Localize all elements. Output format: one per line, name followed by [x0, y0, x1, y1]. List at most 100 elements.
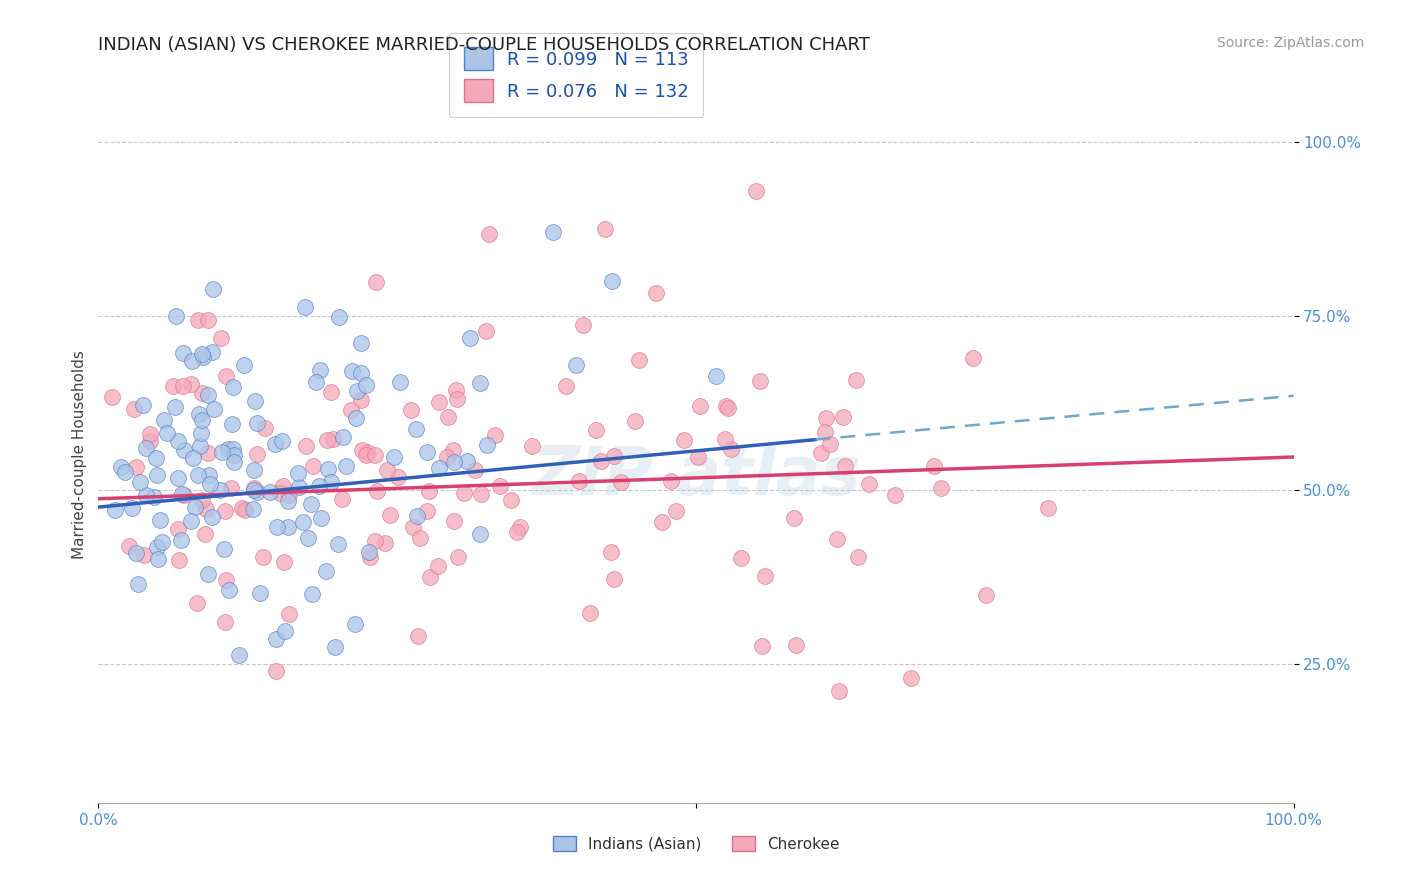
Point — [132, 548, 155, 562]
Point — [165, 309, 187, 323]
Point — [453, 485, 475, 500]
Point — [962, 351, 984, 365]
Point — [263, 437, 285, 451]
Point — [437, 410, 460, 425]
Point — [191, 493, 214, 508]
Point — [180, 514, 202, 528]
Point — [269, 486, 291, 500]
Point — [145, 467, 167, 482]
Point — [101, 390, 124, 404]
Point — [121, 501, 143, 516]
Point — [277, 488, 299, 502]
Point — [149, 513, 172, 527]
Point — [243, 483, 266, 497]
Point — [145, 451, 167, 466]
Point — [222, 455, 245, 469]
Point — [810, 446, 832, 460]
Point — [468, 376, 491, 391]
Point — [162, 378, 184, 392]
Point — [506, 525, 529, 540]
Point — [405, 422, 427, 436]
Point — [717, 401, 740, 415]
Point — [387, 470, 409, 484]
Point — [460, 331, 482, 345]
Point — [644, 285, 666, 300]
Point — [484, 428, 506, 442]
Point — [201, 282, 224, 296]
Point — [118, 539, 141, 553]
Point — [585, 423, 607, 437]
Point — [832, 410, 855, 425]
Point — [714, 399, 737, 413]
Point — [900, 671, 922, 685]
Legend: Indians (Asian), Cherokee: Indians (Asian), Cherokee — [547, 830, 845, 858]
Point — [231, 500, 253, 515]
Point — [202, 401, 225, 416]
Point — [278, 607, 301, 621]
Point — [600, 545, 623, 559]
Point — [242, 502, 264, 516]
Point — [316, 433, 339, 447]
Point — [191, 347, 214, 361]
Point — [219, 481, 242, 495]
Point — [294, 300, 316, 314]
Point — [603, 449, 626, 463]
Point — [233, 359, 256, 373]
Point — [156, 426, 179, 441]
Point — [172, 486, 194, 500]
Point — [388, 375, 411, 389]
Point — [193, 350, 215, 364]
Point — [443, 514, 465, 528]
Point — [125, 546, 148, 560]
Point — [651, 516, 673, 530]
Point — [224, 448, 246, 462]
Point — [190, 413, 212, 427]
Point — [211, 445, 233, 459]
Point — [541, 225, 564, 239]
Point — [782, 511, 804, 525]
Point — [406, 629, 429, 643]
Point — [564, 358, 586, 372]
Point — [589, 454, 612, 468]
Point — [555, 379, 578, 393]
Point — [167, 470, 190, 484]
Point — [751, 640, 773, 654]
Point — [477, 227, 499, 242]
Point — [354, 377, 377, 392]
Point — [302, 458, 325, 473]
Point — [183, 500, 205, 514]
Point — [197, 312, 219, 326]
Point — [477, 438, 499, 452]
Point — [228, 648, 250, 662]
Point — [198, 476, 221, 491]
Point — [122, 402, 145, 417]
Point — [884, 488, 907, 502]
Point — [197, 566, 219, 581]
Point — [665, 504, 688, 518]
Point — [344, 617, 367, 632]
Point — [172, 346, 194, 360]
Point — [350, 392, 373, 407]
Point — [686, 450, 709, 464]
Point — [173, 443, 195, 458]
Point — [195, 502, 218, 516]
Point — [308, 479, 330, 493]
Point — [139, 427, 162, 442]
Point — [301, 587, 323, 601]
Point — [714, 432, 737, 446]
Point — [382, 450, 405, 464]
Point — [446, 392, 468, 407]
Point — [259, 484, 281, 499]
Point — [318, 462, 340, 476]
Point — [287, 466, 309, 480]
Point — [443, 455, 465, 469]
Point — [167, 434, 190, 449]
Point — [818, 437, 841, 451]
Point — [464, 463, 486, 477]
Point — [246, 485, 269, 500]
Point — [233, 502, 256, 516]
Point — [401, 520, 423, 534]
Point — [277, 494, 299, 508]
Point — [340, 402, 363, 417]
Point — [146, 541, 169, 555]
